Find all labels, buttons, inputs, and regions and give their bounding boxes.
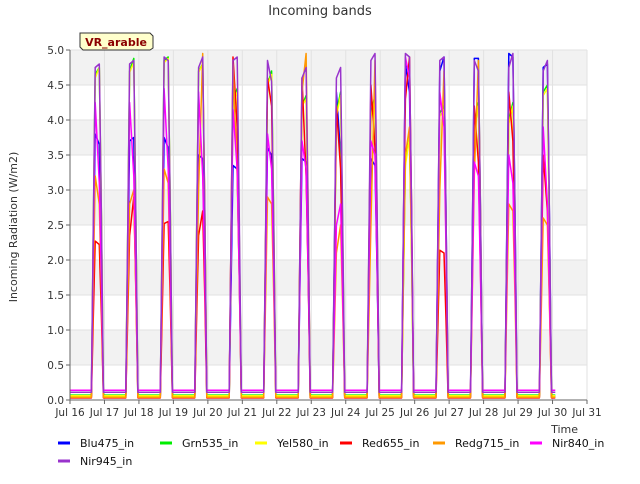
badge-label: VR_arable	[85, 36, 147, 49]
grid-band	[70, 50, 587, 85]
chart-title: Incoming bands	[268, 4, 372, 19]
y-tick-label: 5.0	[47, 45, 64, 57]
x-tick-label: Jul 28	[468, 407, 498, 419]
x-tick-label: Jul 30	[537, 407, 567, 419]
y-tick-label: 3.5	[47, 150, 64, 162]
x-axis-label: Time	[550, 423, 578, 436]
x-tick-label: Jul 18	[123, 407, 153, 419]
y-tick-label: 1.0	[47, 325, 64, 337]
x-tick-label: Jul 21	[227, 407, 257, 419]
series-line-nir945_in	[70, 52, 556, 394]
x-tick-label: Jul 26	[399, 407, 430, 419]
legend-label-redg715_in: Redg715_in	[455, 437, 519, 450]
legend-label-nir840_in: Nir840_in	[552, 437, 604, 450]
y-tick-label: 4.5	[47, 80, 64, 92]
grid-band	[70, 330, 587, 365]
grid-band	[70, 190, 587, 225]
x-tick-label: Jul 20	[192, 407, 222, 419]
x-tick-label: Jul 27	[433, 407, 463, 419]
grid-band	[70, 120, 587, 155]
legend-label-nir945_in: Nir945_in	[80, 455, 132, 468]
x-tick-label: Jul 25	[365, 407, 395, 419]
y-tick-label: 4.0	[47, 115, 64, 127]
x-tick-label: Jul 31	[571, 407, 601, 419]
x-tick-label: Jul 17	[89, 407, 119, 419]
x-tick-label: Jul 29	[502, 407, 532, 419]
y-tick-label: 2.5	[47, 220, 64, 232]
source-badge: VR_arable	[79, 32, 154, 51]
x-tick-label: Jul 23	[296, 407, 326, 419]
y-tick-label: 1.5	[47, 290, 64, 302]
x-tick-label: Jul 24	[330, 407, 361, 419]
legend-label-grn535_in: Grn535_in	[182, 437, 238, 450]
x-tick-label: Jul 22	[261, 407, 291, 419]
x-tick-label: Jul 19	[158, 407, 188, 419]
y-tick-label: 2.0	[47, 255, 64, 267]
y-tick-label: 0.0	[47, 395, 64, 407]
legend-label-red655_in: Red655_in	[362, 437, 419, 450]
x-tick-label: Jul 16	[54, 407, 85, 419]
legend-label-yel580_in: Yel580_in	[276, 437, 329, 450]
y-tick-label: 0.5	[47, 360, 64, 372]
grid-band	[70, 260, 587, 295]
y-axis-label: Incoming Radiation (W/m2)	[7, 152, 20, 303]
y-tick-label: 3.0	[47, 185, 64, 197]
legend-label-blu475_in: Blu475_in	[80, 437, 134, 450]
